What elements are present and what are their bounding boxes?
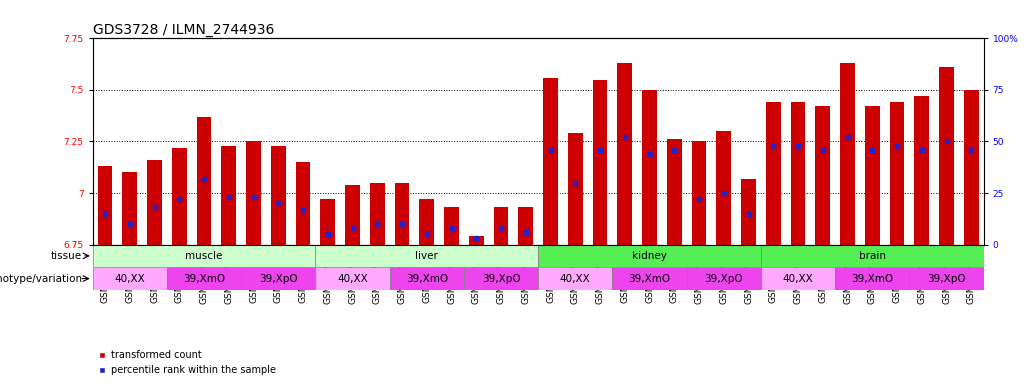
Text: tissue: tissue bbox=[50, 251, 82, 261]
Bar bbox=[246, 141, 261, 245]
Bar bbox=[345, 185, 359, 245]
Bar bbox=[761, 267, 835, 290]
Bar bbox=[172, 148, 186, 245]
Bar bbox=[617, 63, 632, 245]
Bar bbox=[642, 90, 657, 245]
Bar bbox=[568, 133, 583, 245]
Bar bbox=[835, 267, 909, 290]
Text: muscle: muscle bbox=[185, 251, 222, 261]
Bar bbox=[296, 162, 310, 245]
Bar bbox=[592, 79, 608, 245]
Bar bbox=[197, 117, 211, 245]
Text: 40,XX: 40,XX bbox=[337, 273, 368, 283]
Bar bbox=[394, 183, 410, 245]
Bar bbox=[320, 199, 335, 245]
Text: 39,XmO: 39,XmO bbox=[183, 273, 226, 283]
Bar bbox=[816, 106, 830, 245]
Bar bbox=[890, 102, 904, 245]
Text: liver: liver bbox=[415, 251, 438, 261]
Bar bbox=[241, 267, 315, 290]
Bar bbox=[691, 141, 707, 245]
Bar bbox=[687, 267, 761, 290]
Bar bbox=[964, 90, 978, 245]
Bar bbox=[315, 245, 538, 267]
Bar bbox=[666, 139, 682, 245]
Bar bbox=[221, 146, 236, 245]
Bar bbox=[419, 199, 435, 245]
Text: 39,XpO: 39,XpO bbox=[259, 273, 298, 283]
Bar bbox=[93, 267, 167, 290]
Bar bbox=[909, 267, 984, 290]
Bar bbox=[370, 183, 385, 245]
Bar bbox=[791, 102, 805, 245]
Bar bbox=[613, 267, 687, 290]
Text: 39,XpO: 39,XpO bbox=[705, 273, 743, 283]
Bar bbox=[167, 267, 241, 290]
Bar bbox=[444, 207, 459, 245]
Bar bbox=[761, 245, 984, 267]
Text: 39,XmO: 39,XmO bbox=[851, 273, 893, 283]
Text: 40,XX: 40,XX bbox=[560, 273, 590, 283]
Text: GDS3728 / ILMN_2744936: GDS3728 / ILMN_2744936 bbox=[93, 23, 274, 37]
Bar bbox=[915, 96, 929, 245]
Legend: transformed count, percentile rank within the sample: transformed count, percentile rank withi… bbox=[98, 351, 276, 375]
Bar bbox=[271, 146, 285, 245]
Bar bbox=[98, 166, 112, 245]
Bar bbox=[939, 67, 954, 245]
Text: 39,XpO: 39,XpO bbox=[927, 273, 966, 283]
Bar bbox=[493, 207, 509, 245]
Bar bbox=[538, 245, 761, 267]
Bar bbox=[543, 78, 558, 245]
Bar bbox=[742, 179, 756, 245]
Bar bbox=[716, 131, 731, 245]
Bar bbox=[865, 106, 880, 245]
Bar bbox=[469, 236, 484, 245]
Text: kidney: kidney bbox=[632, 251, 667, 261]
Bar bbox=[538, 267, 613, 290]
Bar bbox=[147, 160, 162, 245]
Text: genotype/variation: genotype/variation bbox=[0, 273, 82, 283]
Text: 40,XX: 40,XX bbox=[783, 273, 814, 283]
Bar bbox=[766, 102, 781, 245]
Bar bbox=[464, 267, 538, 290]
Bar bbox=[315, 267, 389, 290]
Text: 39,XmO: 39,XmO bbox=[628, 273, 671, 283]
Bar bbox=[93, 245, 315, 267]
Bar bbox=[389, 267, 464, 290]
Text: 39,XpO: 39,XpO bbox=[482, 273, 520, 283]
Text: 40,XX: 40,XX bbox=[114, 273, 145, 283]
Text: 39,XmO: 39,XmO bbox=[406, 273, 448, 283]
Bar bbox=[840, 63, 855, 245]
Text: brain: brain bbox=[859, 251, 886, 261]
Bar bbox=[123, 172, 137, 245]
Bar bbox=[518, 207, 534, 245]
